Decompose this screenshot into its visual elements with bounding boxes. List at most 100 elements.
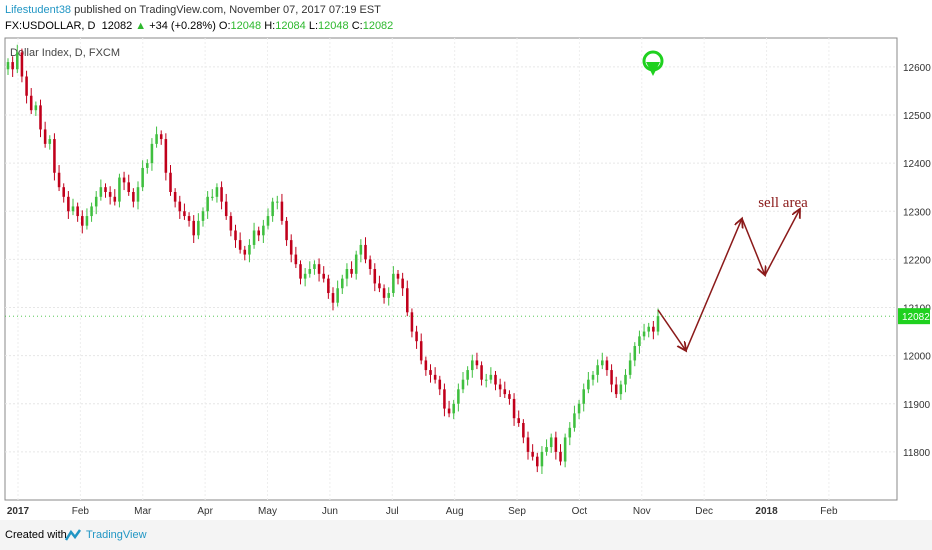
candle-body	[531, 451, 534, 457]
x-tick-label: Apr	[197, 506, 213, 517]
x-tick-label: Jun	[322, 506, 338, 517]
candle-body	[257, 230, 260, 236]
candle-body	[155, 134, 158, 144]
candle-body	[248, 244, 251, 255]
candle-body	[415, 331, 418, 342]
candle-body	[438, 379, 442, 390]
candle-body	[81, 216, 84, 226]
candle-body	[591, 374, 595, 380]
candle-body	[563, 437, 567, 462]
projection-arrow	[685, 218, 742, 352]
chart-title: Dollar Index, D, FXCM	[10, 47, 120, 59]
x-tick-label: Aug	[446, 506, 464, 517]
candle-body	[554, 437, 558, 452]
candle-body	[577, 403, 581, 414]
candle-body	[127, 182, 130, 192]
candle-body	[540, 451, 544, 467]
candle-body	[146, 163, 149, 168]
last-price: 12082	[101, 20, 133, 32]
candle-body	[6, 62, 10, 70]
candle-body	[76, 206, 79, 217]
candle-body	[104, 187, 107, 192]
candle-body	[113, 196, 117, 202]
candle-body	[424, 360, 428, 371]
candle-body	[517, 418, 520, 423]
y-tick-label: 11800	[903, 448, 931, 459]
candle-body	[471, 360, 474, 371]
candle-body	[433, 374, 437, 380]
candle-body	[512, 398, 516, 419]
x-tick-label: 2017	[7, 506, 30, 517]
candle-body	[243, 249, 247, 255]
candle-body	[596, 365, 599, 375]
candle-body	[443, 389, 446, 409]
open-value: 12048	[230, 20, 262, 32]
low-value: 12048	[318, 20, 349, 32]
candle-body	[373, 269, 377, 284]
candle-body	[619, 384, 623, 395]
x-tick-label: Nov	[633, 506, 651, 517]
candle-body	[466, 370, 469, 380]
candle-body	[299, 264, 302, 279]
candle-body	[475, 360, 479, 366]
close-value: 12082	[362, 20, 394, 32]
candle-body	[605, 360, 609, 371]
candle-body	[628, 360, 632, 375]
candle-body	[452, 403, 455, 414]
candle-body	[382, 288, 386, 298]
candle-body	[549, 437, 553, 448]
candle-body	[285, 220, 288, 241]
price-chart[interactable]: 1180011900120001210012200123001240012500…	[0, 0, 932, 520]
candle-body	[396, 273, 400, 279]
candle-body	[308, 269, 312, 274]
candle-body	[447, 408, 451, 414]
y-tick-label: 12200	[903, 255, 931, 266]
y-tick-label: 12500	[903, 111, 931, 122]
footer: Created with TradingView	[0, 520, 932, 550]
candle-body	[545, 447, 548, 452]
x-tick-label: Feb	[820, 506, 838, 517]
y-tick-label: 12600	[903, 63, 931, 74]
candle-body	[322, 273, 325, 279]
candle-body	[183, 211, 186, 217]
candle-body	[192, 220, 195, 236]
y-tick-label: 11900	[903, 400, 931, 411]
candle-body	[610, 370, 613, 385]
tradingview-link[interactable]: TradingView	[86, 529, 147, 541]
sell-area-annotation: sell area	[758, 195, 808, 211]
candle-body	[62, 187, 65, 197]
candle-body	[587, 379, 590, 390]
candle-body	[568, 427, 572, 438]
last-price-tag	[898, 308, 930, 325]
ohlc-bar: FX:USDOLLAR, D 12082 ▲ +34 (+0.28%) O:12…	[5, 20, 393, 32]
candle-body	[303, 273, 307, 279]
candle-body	[461, 379, 465, 390]
candle-body	[289, 240, 293, 255]
candle-body	[224, 201, 228, 217]
candle-body	[206, 196, 209, 212]
candle-body	[317, 264, 321, 274]
x-tick-label: Jul	[386, 506, 399, 517]
projection-arrow	[741, 218, 765, 275]
candle-body	[406, 288, 409, 313]
candle-body	[211, 196, 214, 198]
candle-body	[354, 254, 358, 274]
candle-body	[94, 196, 98, 207]
candle-body	[522, 423, 525, 438]
author-link[interactable]: Lifestudent38	[5, 4, 72, 16]
x-tick-label: Sep	[508, 506, 526, 517]
high-value: 12084	[275, 20, 306, 32]
projection-arrow	[764, 209, 800, 276]
up-arrow-icon: ▲	[135, 20, 147, 32]
candle-body	[20, 52, 24, 77]
candle-body	[313, 264, 316, 269]
candle-body	[122, 177, 126, 183]
candle-body	[419, 341, 423, 361]
candle-body	[118, 177, 121, 202]
candle-body	[234, 230, 237, 241]
candle-body	[99, 187, 103, 197]
candle-body	[25, 76, 28, 96]
candle-body	[633, 346, 637, 361]
candle-body	[503, 389, 507, 395]
candle-body	[57, 172, 61, 188]
